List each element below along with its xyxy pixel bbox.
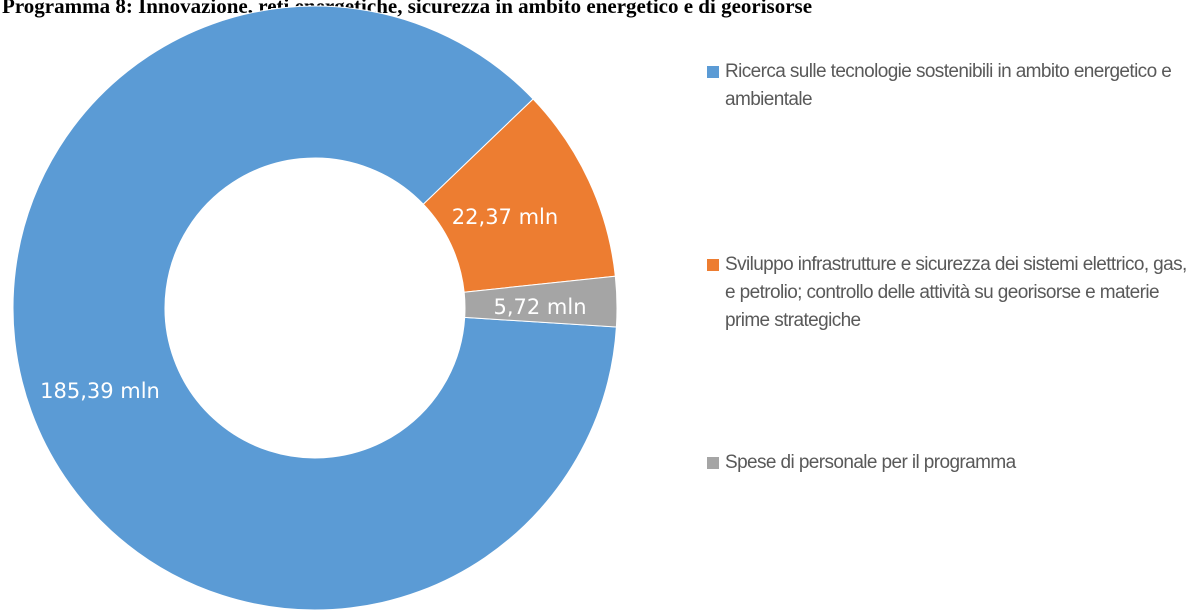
data-label: 185,39 mln (40, 379, 160, 403)
legend-label: Ricerca sulle tecnologie sostenibili in … (725, 61, 1172, 110)
chart-title: Programma 8: Innovazione, reti energetic… (2, 0, 812, 18)
legend-entry: Sviluppo infrastrutture e sicurezza dei … (707, 251, 1197, 335)
legend-swatch (707, 259, 719, 271)
legend-swatch (707, 66, 719, 78)
data-label: 22,37 mln (452, 205, 558, 229)
donut-segment (463, 275, 618, 328)
data-label: 5,72 mln (493, 295, 586, 319)
legend-entry: Ricerca sulle tecnologie sostenibili in … (707, 58, 1197, 114)
legend-label: Sviluppo infrastrutture e sicurezza dei … (725, 254, 1187, 331)
legend-entry: Spese di personale per il programma (707, 449, 1197, 477)
legend-swatch (707, 457, 719, 469)
legend-label: Spese di personale per il programma (725, 452, 1016, 473)
